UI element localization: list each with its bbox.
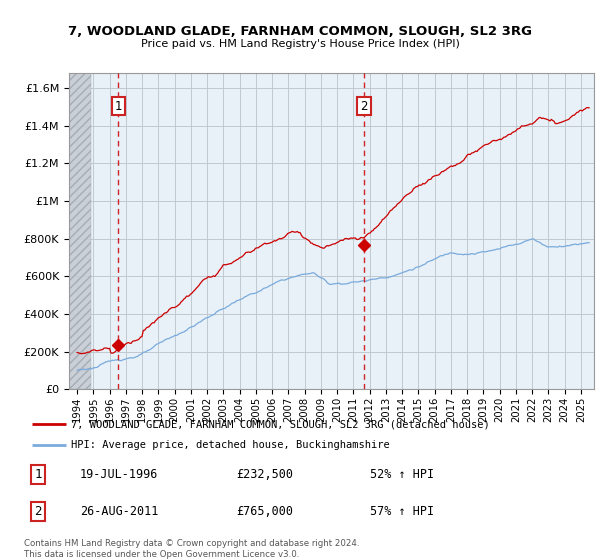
- Text: 7, WOODLAND GLADE, FARNHAM COMMON, SLOUGH, SL2 3RG (detached house): 7, WOODLAND GLADE, FARNHAM COMMON, SLOUG…: [71, 419, 490, 429]
- Text: 26-AUG-2011: 26-AUG-2011: [80, 505, 158, 518]
- Text: 19-JUL-1996: 19-JUL-1996: [80, 468, 158, 481]
- Text: 2: 2: [34, 505, 42, 518]
- Text: £765,000: £765,000: [236, 505, 293, 518]
- Bar: [69, 73, 91, 389]
- Text: £232,500: £232,500: [236, 468, 293, 481]
- Text: Price paid vs. HM Land Registry's House Price Index (HPI): Price paid vs. HM Land Registry's House …: [140, 39, 460, 49]
- Text: 52% ↑ HPI: 52% ↑ HPI: [370, 468, 434, 481]
- Text: 7, WOODLAND GLADE, FARNHAM COMMON, SLOUGH, SL2 3RG: 7, WOODLAND GLADE, FARNHAM COMMON, SLOUG…: [68, 25, 532, 38]
- Text: 2: 2: [360, 100, 368, 113]
- Text: 1: 1: [34, 468, 42, 481]
- Text: Contains HM Land Registry data © Crown copyright and database right 2024.
This d: Contains HM Land Registry data © Crown c…: [24, 539, 359, 559]
- Text: 1: 1: [115, 100, 122, 113]
- Text: HPI: Average price, detached house, Buckinghamshire: HPI: Average price, detached house, Buck…: [71, 440, 390, 450]
- Text: 57% ↑ HPI: 57% ↑ HPI: [370, 505, 434, 518]
